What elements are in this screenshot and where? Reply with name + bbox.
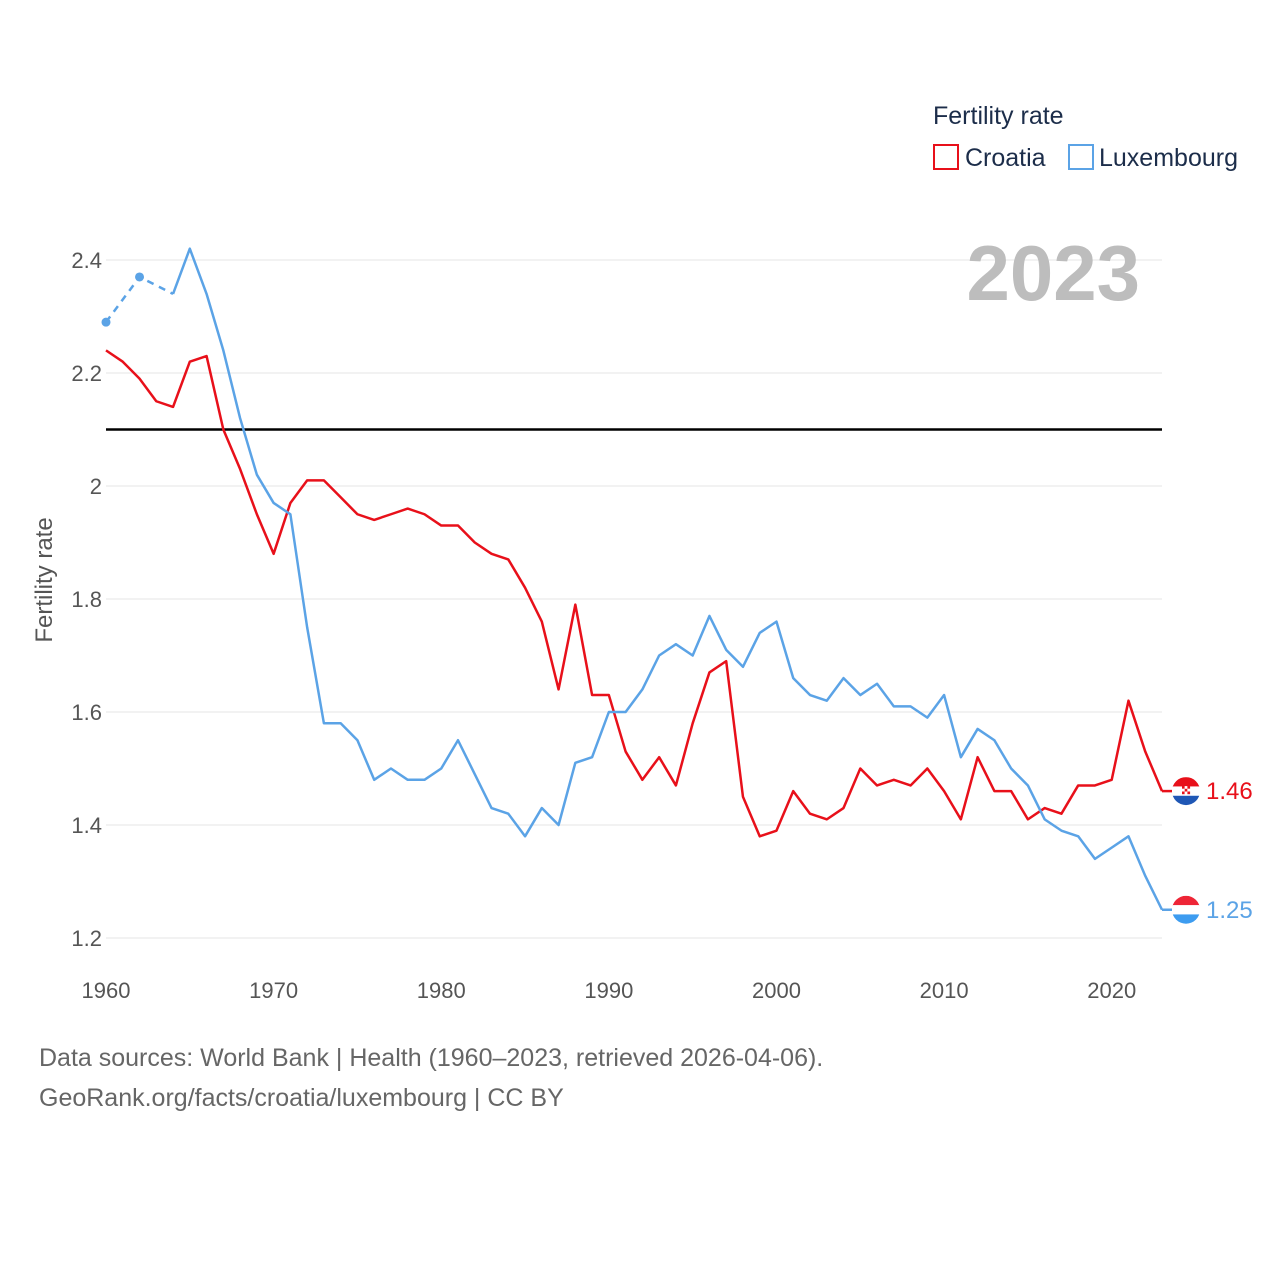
luxembourg-point[interactable]	[135, 272, 145, 282]
y-tick-label: 2	[90, 474, 102, 499]
legend: Fertility rate Croatia Luxembourg	[933, 102, 1238, 172]
luxembourg-line-dashed	[104, 275, 174, 323]
x-tick-label: 1960	[82, 978, 131, 1003]
x-axis-ticks: 1960 1970 1980 1990 2000 2010 2020	[82, 978, 1137, 1003]
end-labels: 1.46 1.25	[1162, 777, 1253, 924]
legend-label-luxembourg[interactable]: Luxembourg	[1099, 144, 1238, 172]
footer-link[interactable]: GeoRank.org/facts/croatia/luxembourg | C…	[39, 1084, 564, 1112]
y-axis-label: Fertility rate	[31, 517, 58, 642]
gridlines	[106, 259, 1162, 939]
y-tick-label: 1.8	[71, 587, 102, 612]
luxembourg-end-value: 1.25	[1206, 897, 1253, 924]
y-tick-label: 1.4	[71, 813, 102, 838]
year-label: 2023	[966, 229, 1140, 317]
legend-swatch-croatia[interactable]	[933, 144, 959, 170]
luxembourg-point[interactable]	[101, 317, 111, 327]
croatia-flag-icon	[1172, 777, 1200, 806]
croatia-line[interactable]	[105, 349, 1164, 838]
legend-title: Fertility rate	[933, 102, 1064, 130]
x-tick-label: 2000	[752, 978, 801, 1003]
x-tick-label: 2020	[1087, 978, 1136, 1003]
luxembourg-flag-icon	[1172, 895, 1200, 924]
x-tick-label: 1990	[584, 978, 633, 1003]
x-tick-label: 2010	[920, 978, 969, 1003]
x-tick-label: 1980	[417, 978, 466, 1003]
y-tick-label: 1.2	[71, 926, 102, 951]
croatia-end-value: 1.46	[1206, 778, 1253, 805]
y-tick-label: 2.4	[71, 248, 102, 273]
x-tick-label: 1970	[249, 978, 298, 1003]
luxembourg-line[interactable]	[171, 247, 1164, 911]
y-tick-label: 2.2	[71, 361, 102, 386]
y-tick-label: 1.6	[71, 700, 102, 725]
legend-label-croatia[interactable]: Croatia	[965, 144, 1046, 172]
footer-sources: Data sources: World Bank | Health (1960–…	[39, 1044, 824, 1072]
y-axis-ticks: 1.2 1.4 1.6 1.8 2 2.2 2.4	[71, 248, 102, 951]
fertility-rate-chart: 1.2 1.4 1.6 1.8 2 2.2 2.4 1960 1970 1980 1990 2000…	[31, 102, 1253, 1003]
legend-swatch-luxembourg[interactable]	[1068, 144, 1094, 170]
series-lines	[101, 247, 1164, 911]
